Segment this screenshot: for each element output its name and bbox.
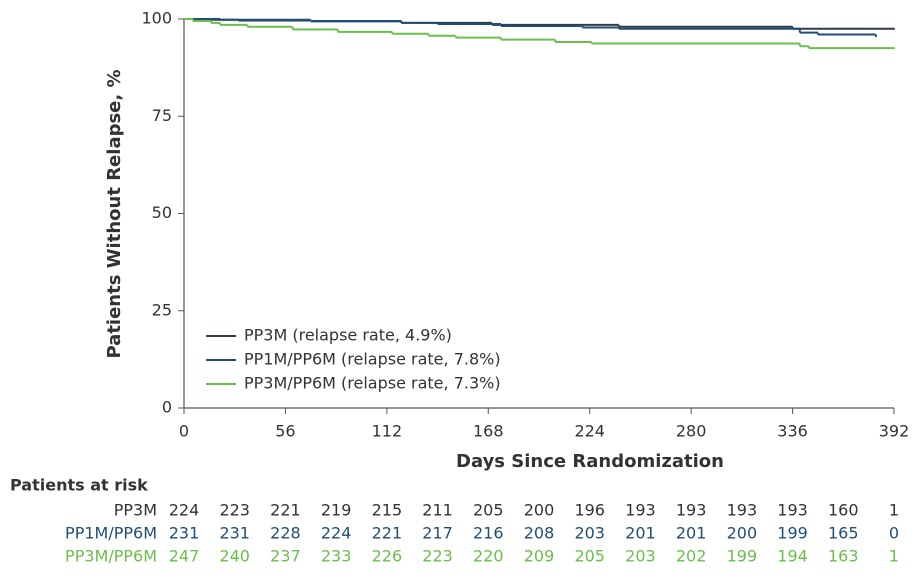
legend-label: PP1M/PP6M (relapse rate, 7.8%) (244, 350, 501, 369)
x-tick-label: 336 (777, 422, 808, 441)
end-point (893, 47, 895, 50)
y-tick-label: 50 (152, 203, 172, 222)
y-tick-label: 100 (141, 9, 172, 28)
risk-count: 233 (321, 547, 352, 566)
risk-count: 199 (727, 547, 758, 566)
risk-row-name: PP3M (114, 501, 157, 520)
risk-count: 220 (473, 547, 504, 566)
y-tick-label: 0 (162, 398, 172, 417)
end-point (893, 27, 895, 30)
risk-count: 205 (473, 501, 504, 520)
risk-count: 165 (828, 524, 859, 543)
risk-count: 237 (270, 547, 301, 566)
x-axis-label: Days Since Randomization (456, 451, 724, 472)
risk-count: 216 (473, 524, 504, 543)
risk-count: 203 (625, 547, 656, 566)
y-tick-label: 25 (152, 300, 172, 319)
risk-count: 1 (889, 501, 899, 520)
risk-count: 208 (524, 524, 555, 543)
risk-count: 231 (219, 524, 250, 543)
risk-count: 201 (625, 524, 656, 543)
risk-count: 201 (676, 524, 707, 543)
x-tick-label: 0 (179, 422, 189, 441)
risk-count: 215 (372, 501, 403, 520)
risk-count: 223 (219, 501, 250, 520)
y-axis-label: Patients Without Relapse, % (104, 69, 125, 358)
risk-count: 228 (270, 524, 301, 543)
risk-count: 199 (777, 524, 808, 543)
risk-count: 231 (169, 524, 200, 543)
x-tick-label: 280 (676, 422, 707, 441)
legend-label: PP3M/PP6M (relapse rate, 7.3%) (244, 374, 501, 393)
risk-count: 194 (777, 547, 808, 566)
x-tick-label: 224 (574, 422, 605, 441)
risk-count: 247 (169, 547, 200, 566)
risk-count: 193 (625, 501, 656, 520)
risk-count: 223 (422, 547, 453, 566)
risk-count: 240 (219, 547, 250, 566)
risk-count: 193 (676, 501, 707, 520)
risk-count: 209 (524, 547, 555, 566)
risk-row-name: PP1M/PP6M (65, 524, 157, 543)
legend-label: PP3M (relapse rate, 4.9%) (244, 326, 452, 345)
risk-count: 211 (422, 501, 453, 520)
risk-count: 193 (777, 501, 808, 520)
risk-count: 200 (727, 524, 758, 543)
risk-table-title: Patients at risk (10, 476, 148, 495)
risk-count: 226 (372, 547, 403, 566)
risk-count: 0 (889, 524, 899, 543)
risk-count: 224 (169, 501, 200, 520)
x-tick-label: 168 (473, 422, 504, 441)
risk-count: 205 (574, 547, 605, 566)
end-point (874, 35, 877, 38)
risk-count: 219 (321, 501, 352, 520)
risk-count: 202 (676, 547, 707, 566)
risk-count: 203 (574, 524, 605, 543)
risk-count: 196 (574, 501, 605, 520)
risk-count: 221 (270, 501, 301, 520)
risk-count: 163 (828, 547, 859, 566)
x-tick-label: 392 (879, 422, 910, 441)
risk-row-name: PP3M/PP6M (65, 547, 157, 566)
risk-count: 221 (372, 524, 403, 543)
risk-count: 217 (422, 524, 453, 543)
x-tick-label: 112 (372, 422, 403, 441)
x-tick-label: 56 (275, 422, 295, 441)
risk-count: 224 (321, 524, 352, 543)
risk-count: 193 (727, 501, 758, 520)
y-tick-label: 75 (152, 106, 172, 125)
risk-count: 160 (828, 501, 859, 520)
risk-count: 200 (524, 501, 555, 520)
risk-count: 1 (889, 547, 899, 566)
